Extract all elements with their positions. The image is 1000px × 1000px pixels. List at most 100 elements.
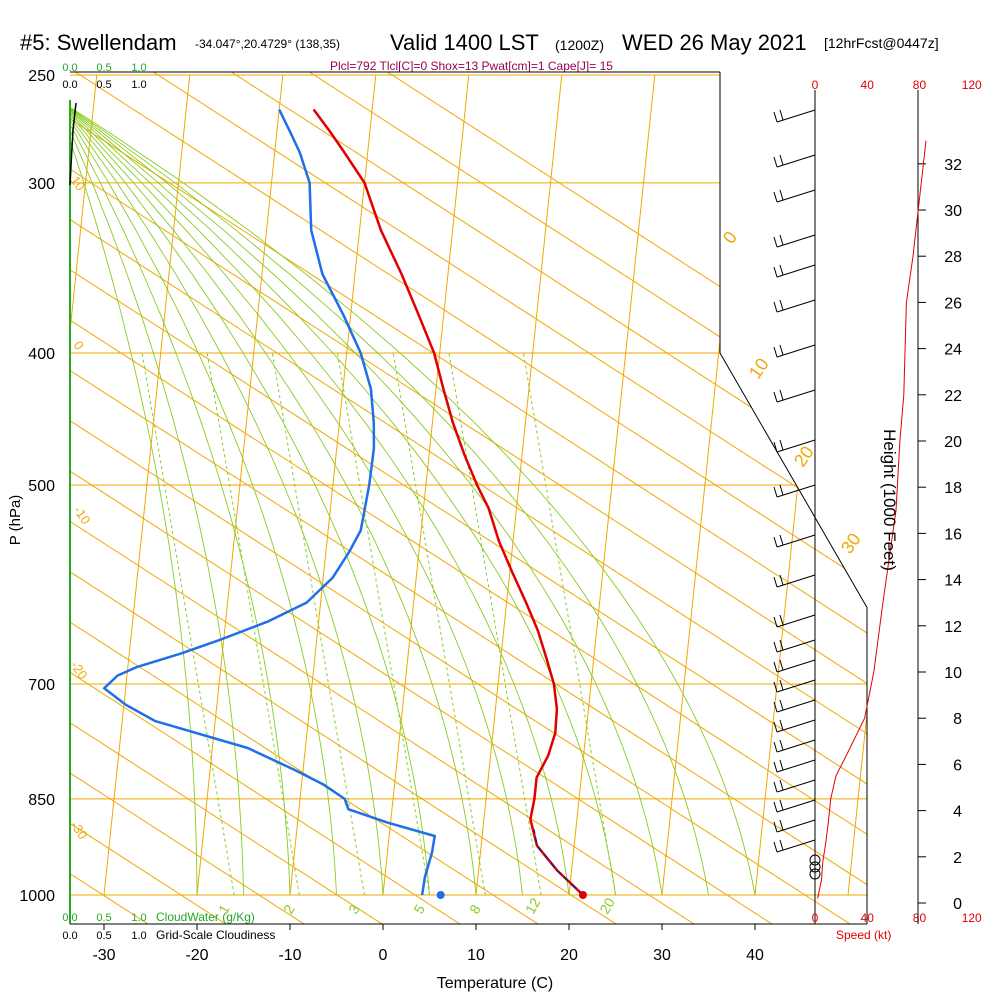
wind-barb-flag: [773, 681, 778, 693]
surface-dew-point: [436, 891, 445, 899]
speed-top-tick: 80: [913, 78, 927, 92]
adiabat-line: [70, 72, 867, 924]
wind-barb-flag: [773, 301, 778, 313]
wind-barb-flag: [779, 799, 784, 811]
mixing-ratio-label: 12: [522, 895, 544, 917]
height-axis-title: Height (1000 Feet): [880, 429, 899, 571]
mixing-ratio-line: [336, 352, 430, 896]
wind-barb: [776, 659, 816, 673]
adiabat-line: [70, 72, 851, 924]
x-tick-label: 0: [379, 947, 388, 964]
adiabat-line: [70, 72, 867, 924]
calm-wind-circle: [809, 861, 821, 873]
cloudiness-bottom-tick: 0.0: [62, 930, 77, 942]
wind-barb-flag: [779, 344, 784, 356]
height-tick-label: 24: [944, 342, 962, 359]
adiabat-line: [70, 72, 867, 924]
wind-barb: [776, 439, 816, 453]
wind-barb-flag: [779, 234, 784, 246]
wind-barb-flag: [779, 189, 784, 201]
cloudiness-top-tick: 0.0: [62, 79, 77, 91]
wind-barb: [776, 614, 816, 628]
height-tick-label: 2: [953, 850, 962, 867]
wind-barb: [776, 759, 816, 773]
mixing-ratio-line: [522, 352, 616, 896]
cloudiness-bottom-tick: 1.0: [131, 930, 146, 942]
wind-barb: [776, 719, 816, 733]
indices-line: Plcl=792 Tlcl[C]=0 Shox=13 Pwat[cm]=1 Ca…: [330, 59, 613, 73]
pressure-tick-label: 250: [28, 68, 55, 85]
height-tick-label: 30: [944, 203, 962, 220]
sounding-profiles: [102, 108, 587, 899]
wind-barb-flag: [779, 154, 784, 166]
height-tick-label: 12: [944, 619, 962, 636]
cloudiness-trace: [69, 102, 77, 186]
cloudiness-top-tick: 0.5: [96, 79, 111, 91]
plot-area: [70, 72, 867, 924]
wind-barb: [776, 154, 816, 168]
speed-bottom-tick: 40: [861, 911, 875, 925]
wind-speed-line: [817, 140, 927, 899]
pressure-tick-label: 300: [28, 176, 55, 193]
wind-barb-flag: [773, 236, 778, 248]
height-tick-label: 14: [944, 573, 962, 590]
mixing-ratio-line: [141, 352, 235, 896]
adiabat-line: [70, 72, 867, 924]
pressure-tick-label: 850: [28, 792, 55, 809]
wind-barb-flag: [773, 111, 778, 123]
wind-barb-flag: [779, 614, 784, 626]
wind-barb: [776, 534, 816, 548]
wind-barb-flag: [779, 839, 784, 851]
wind-barb: [776, 234, 816, 248]
wind-barb: [776, 639, 816, 653]
wind-barb-flag: [773, 741, 778, 753]
cloudwater-top-tick: 0.0: [62, 62, 77, 74]
pressure-tick-label: 500: [28, 478, 55, 495]
adiabat-line: [70, 72, 383, 924]
wind-barb-flag: [773, 441, 778, 453]
wind-barb: [776, 264, 816, 278]
x-tick-label: -20: [185, 947, 208, 964]
wind-barb-flag: [779, 264, 784, 276]
cloudiness-bottom-tick: 0.5: [96, 930, 111, 942]
wind-barb-flag: [773, 346, 778, 358]
wind-barb-flag: [773, 616, 778, 628]
frame-right-skew: [719, 352, 868, 608]
adiabat-line: [231, 72, 867, 924]
wind-barb-flag: [773, 266, 778, 278]
adiabat-line: [70, 72, 305, 924]
height-tick-label: 8: [953, 711, 962, 728]
cloudwater-top-tick: 1.0: [131, 62, 146, 74]
x-tick-label: 20: [560, 947, 578, 964]
y-axis-title: P (hPa): [7, 495, 24, 546]
mixing-ratio-line: [392, 352, 486, 896]
moist-adiabat-line: [70, 74, 337, 896]
wind-barb-flag: [779, 779, 784, 791]
height-tick-label: 18: [944, 480, 962, 497]
x-axis-title: Temperature (C): [437, 975, 553, 992]
adiabat-line: [75, 72, 867, 924]
isotherm-line: [103, 74, 191, 896]
temperature-line: [312, 108, 584, 896]
wind-barb: [776, 574, 816, 588]
height-tick-label: 28: [944, 249, 962, 266]
dewpoint-line: [102, 108, 436, 896]
wind-barb-flag: [779, 739, 784, 751]
valid-zulu: (1200Z): [555, 37, 604, 53]
cloudiness-top-tick: 1.0: [131, 79, 146, 91]
wind-barb-flag: [779, 659, 784, 671]
cloudwater-label: CloudWater (g/Kg): [156, 910, 255, 924]
speed-top-tick: 120: [962, 78, 982, 92]
wind-barb-flag: [779, 299, 784, 311]
speed-bottom-tick: 80: [913, 911, 927, 925]
wind-barb-flag: [779, 819, 784, 831]
wind-barb-flag: [779, 759, 784, 771]
speed-top-tick: 0: [812, 78, 819, 92]
wind-barb-flag: [773, 536, 778, 548]
wind-barb-flag: [779, 439, 784, 451]
height-tick-label: 10: [944, 665, 962, 682]
cloudwater-bottom-tick: 0.5: [96, 912, 111, 924]
cloudiness-label: Grid-Scale Cloudiness: [156, 928, 275, 942]
